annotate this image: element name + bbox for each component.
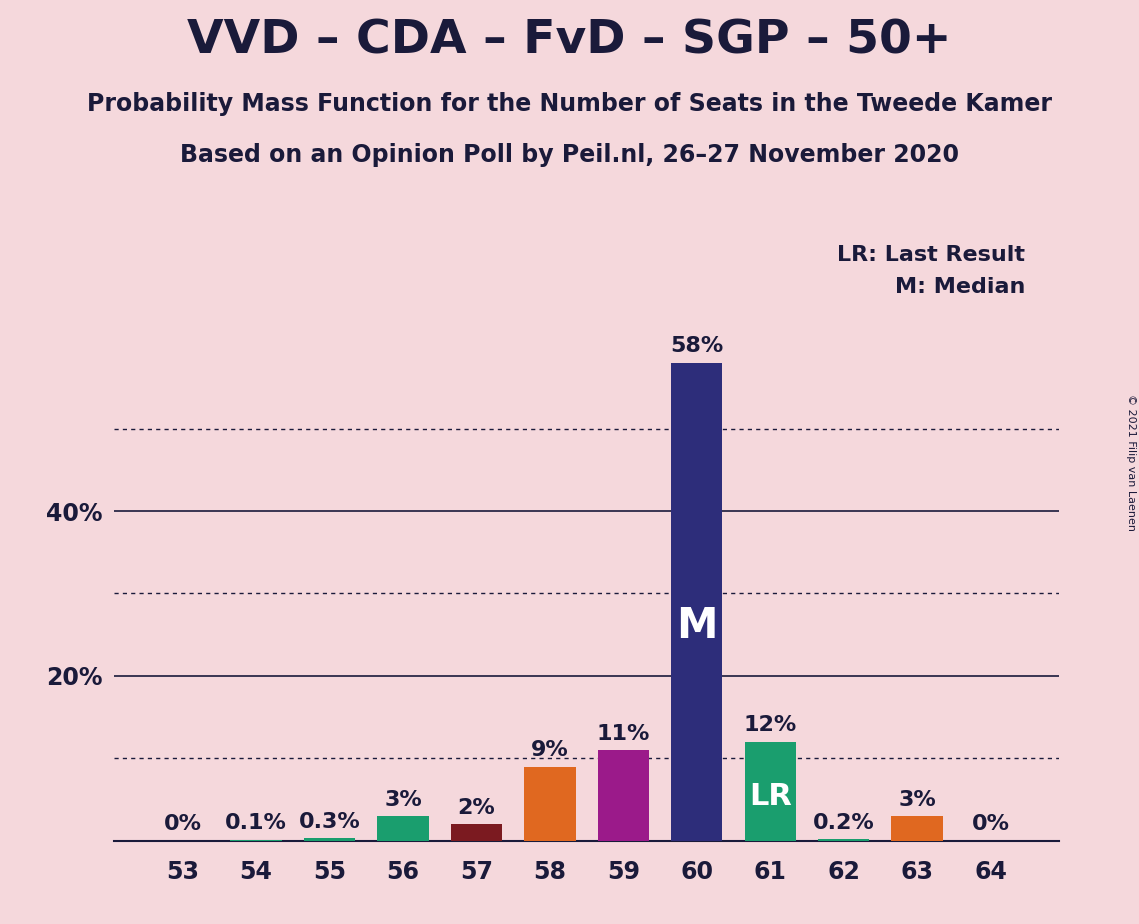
Text: Based on an Opinion Poll by Peil.nl, 26–27 November 2020: Based on an Opinion Poll by Peil.nl, 26–… (180, 143, 959, 167)
Bar (451, 824, 502, 841)
Text: LR: LR (748, 782, 792, 811)
Bar (745, 742, 796, 841)
Text: 2%: 2% (458, 797, 495, 818)
Text: Probability Mass Function for the Number of Seats in the Tweede Kamer: Probability Mass Function for the Number… (87, 92, 1052, 116)
Text: LR: Last Result: LR: Last Result (837, 245, 1025, 265)
Bar (671, 362, 722, 841)
Text: 11%: 11% (597, 723, 650, 744)
Text: 3%: 3% (899, 789, 936, 809)
Bar (818, 839, 869, 841)
Text: VVD – CDA – FvD – SGP – 50+: VVD – CDA – FvD – SGP – 50+ (187, 18, 952, 64)
Text: 58%: 58% (670, 336, 723, 356)
Text: © 2021 Filip van Laenen: © 2021 Filip van Laenen (1126, 394, 1136, 530)
Text: 0.1%: 0.1% (226, 813, 287, 833)
Bar (377, 816, 428, 841)
Text: 0%: 0% (164, 814, 202, 834)
Text: 9%: 9% (531, 740, 568, 760)
Bar (524, 767, 575, 841)
Text: 0.2%: 0.2% (813, 812, 875, 833)
Text: 12%: 12% (744, 715, 797, 736)
Text: M: M (677, 604, 718, 647)
Bar (304, 838, 355, 841)
Text: 0%: 0% (972, 814, 1009, 834)
Text: 0.3%: 0.3% (298, 812, 360, 832)
Bar (892, 816, 943, 841)
Text: 3%: 3% (384, 789, 421, 809)
Text: M: Median: M: Median (895, 277, 1025, 298)
Bar (598, 750, 649, 841)
